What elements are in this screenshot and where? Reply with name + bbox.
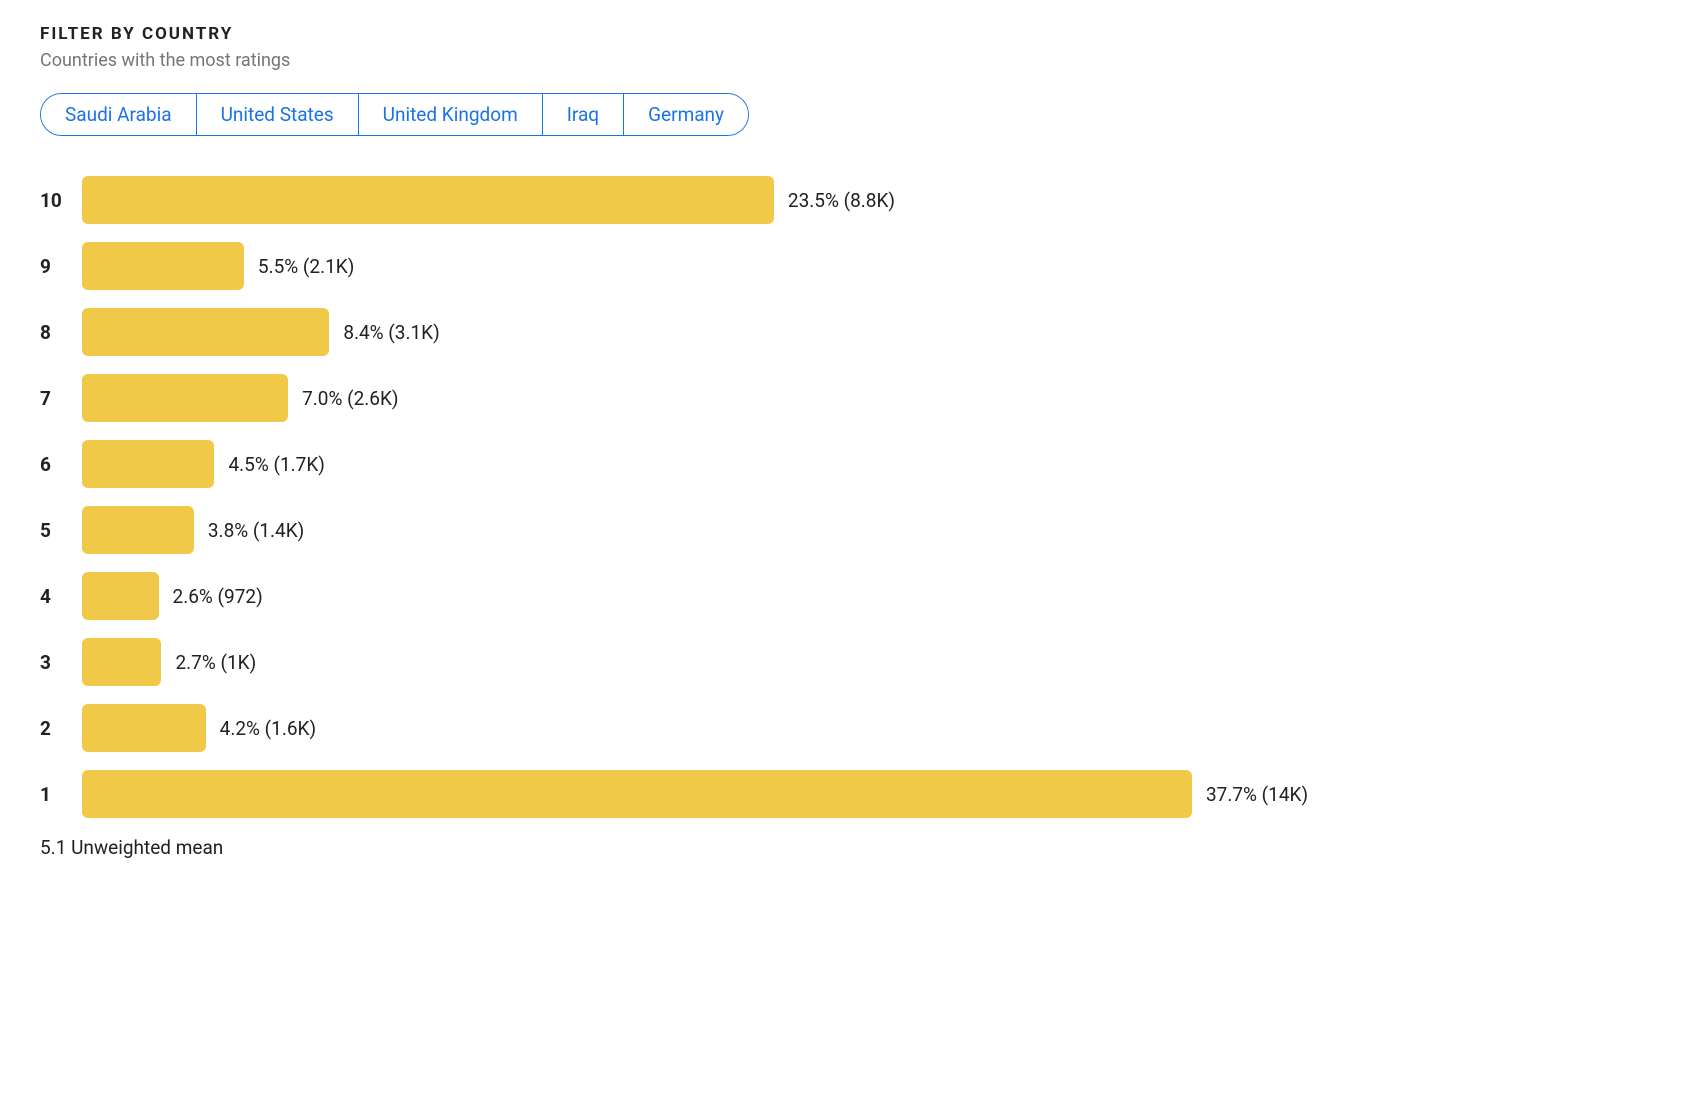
ratings-histogram: 1023.5% (8.8K)95.5% (2.1K)88.4% (3.1K)77… — [40, 176, 1400, 818]
bar-row: 8 8.4% (3.1K) — [40, 308, 1400, 356]
bar-value-label: 2.7% (1K) — [175, 651, 256, 674]
bar-fill[interactable] — [82, 374, 288, 422]
bar-category-label: 9 — [40, 255, 82, 278]
section-subtitle: Countries with the most ratings — [40, 50, 1656, 71]
bar-category-label: 2 — [40, 717, 82, 740]
bar-fill[interactable] — [82, 506, 194, 554]
country-filter-group: Saudi Arabia United States United Kingdo… — [40, 93, 749, 136]
filter-pill-saudi-arabia[interactable]: Saudi Arabia — [41, 94, 197, 135]
bar-row: 7 7.0% (2.6K) — [40, 374, 1400, 422]
bar-row: 5 3.8% (1.4K) — [40, 506, 1400, 554]
filter-pill-germany[interactable]: Germany — [624, 94, 748, 135]
filter-pill-united-states[interactable]: United States — [197, 94, 359, 135]
bar-fill[interactable] — [82, 704, 206, 752]
bar-row: 10 23.5% (8.8K) — [40, 176, 1400, 224]
bar-track: 7.0% (2.6K) — [82, 374, 1400, 422]
bar-value-label: 37.7% (14K) — [1206, 783, 1308, 806]
bar-row: 9 5.5% (2.1K) — [40, 242, 1400, 290]
bar-row: 4 2.6% (972) — [40, 572, 1400, 620]
bar-track: 37.7% (14K) — [82, 770, 1400, 818]
bar-value-label: 4.5% (1.7K) — [228, 453, 324, 476]
bar-value-label: 8.4% (3.1K) — [343, 321, 439, 344]
bar-row: 2 4.2% (1.6K) — [40, 704, 1400, 752]
bar-fill[interactable] — [82, 638, 161, 686]
bar-row: 1 37.7% (14K) — [40, 770, 1400, 818]
bar-fill[interactable] — [82, 572, 159, 620]
bar-track: 23.5% (8.8K) — [82, 176, 1400, 224]
bar-category-label: 7 — [40, 387, 82, 410]
bar-category-label: 8 — [40, 321, 82, 344]
bar-fill[interactable] — [82, 176, 774, 224]
bar-category-label: 4 — [40, 585, 82, 608]
bar-fill[interactable] — [82, 770, 1192, 818]
bar-fill[interactable] — [82, 242, 244, 290]
bar-value-label: 3.8% (1.4K) — [208, 519, 304, 542]
bar-fill[interactable] — [82, 440, 214, 488]
bar-track: 3.8% (1.4K) — [82, 506, 1400, 554]
bar-row: 3 2.7% (1K) — [40, 638, 1400, 686]
bar-category-label: 5 — [40, 519, 82, 542]
bar-value-label: 4.2% (1.6K) — [220, 717, 316, 740]
filter-pill-iraq[interactable]: Iraq — [543, 94, 624, 135]
bar-track: 5.5% (2.1K) — [82, 242, 1400, 290]
mean-summary: 5.1 Unweighted mean — [40, 836, 1656, 859]
section-title: FILTER BY COUNTRY — [40, 24, 1656, 44]
filter-pill-united-kingdom[interactable]: United Kingdom — [359, 94, 543, 135]
bar-value-label: 2.6% (972) — [173, 585, 263, 608]
bar-category-label: 10 — [40, 189, 82, 212]
bar-value-label: 23.5% (8.8K) — [788, 189, 895, 212]
bar-category-label: 1 — [40, 783, 82, 806]
bar-track: 4.5% (1.7K) — [82, 440, 1400, 488]
bar-track: 2.6% (972) — [82, 572, 1400, 620]
bar-category-label: 6 — [40, 453, 82, 476]
bar-fill[interactable] — [82, 308, 329, 356]
bar-category-label: 3 — [40, 651, 82, 674]
bar-value-label: 7.0% (2.6K) — [302, 387, 398, 410]
bar-row: 6 4.5% (1.7K) — [40, 440, 1400, 488]
bar-track: 8.4% (3.1K) — [82, 308, 1400, 356]
bar-value-label: 5.5% (2.1K) — [258, 255, 354, 278]
bar-track: 2.7% (1K) — [82, 638, 1400, 686]
bar-track: 4.2% (1.6K) — [82, 704, 1400, 752]
